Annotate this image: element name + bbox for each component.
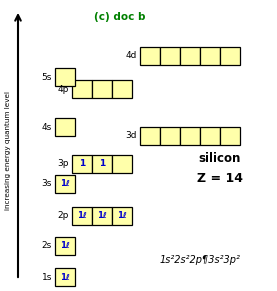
Bar	[180, 47, 200, 65]
Bar	[55, 268, 75, 286]
Bar	[55, 118, 75, 136]
Text: 3d: 3d	[125, 132, 137, 141]
Text: 4d: 4d	[126, 52, 137, 61]
Bar	[200, 127, 220, 145]
Text: 1: 1	[79, 159, 85, 168]
Text: 1s²2s²2p¶3s²3p²: 1s²2s²2p¶3s²3p²	[160, 255, 240, 265]
Text: 5s: 5s	[42, 72, 52, 81]
Bar	[112, 207, 132, 225]
Bar	[112, 155, 132, 173]
Bar	[72, 155, 92, 173]
Bar	[180, 127, 200, 145]
Text: (c) doc b: (c) doc b	[94, 12, 146, 22]
Text: 1ℓ: 1ℓ	[117, 212, 127, 221]
Bar	[160, 47, 180, 65]
Text: 1ℓ: 1ℓ	[77, 212, 87, 221]
Text: increasing energy quantum level: increasing energy quantum level	[5, 91, 11, 210]
Bar	[55, 237, 75, 255]
Text: 4p: 4p	[58, 84, 69, 93]
Text: 4s: 4s	[42, 123, 52, 132]
Text: 3p: 3p	[58, 159, 69, 168]
Bar	[92, 207, 112, 225]
Bar	[72, 207, 92, 225]
Text: 2s: 2s	[42, 242, 52, 251]
Bar	[72, 80, 92, 98]
Bar	[55, 175, 75, 193]
Text: 1: 1	[99, 159, 105, 168]
Text: silicon: silicon	[199, 152, 241, 164]
Text: 1ℓ: 1ℓ	[97, 212, 107, 221]
Text: 1ℓ: 1ℓ	[60, 272, 70, 281]
Text: 1s: 1s	[42, 272, 52, 281]
Bar	[160, 127, 180, 145]
Bar	[92, 155, 112, 173]
Bar	[200, 47, 220, 65]
Text: 2p: 2p	[58, 212, 69, 221]
Bar	[220, 127, 240, 145]
Bar	[112, 80, 132, 98]
Bar	[140, 127, 160, 145]
Text: 1ℓ: 1ℓ	[60, 242, 70, 251]
Text: Z = 14: Z = 14	[197, 171, 243, 184]
Text: 1ℓ: 1ℓ	[60, 180, 70, 189]
Bar	[140, 47, 160, 65]
Text: 3s: 3s	[42, 180, 52, 189]
Bar	[92, 80, 112, 98]
Bar	[220, 47, 240, 65]
Bar	[55, 68, 75, 86]
